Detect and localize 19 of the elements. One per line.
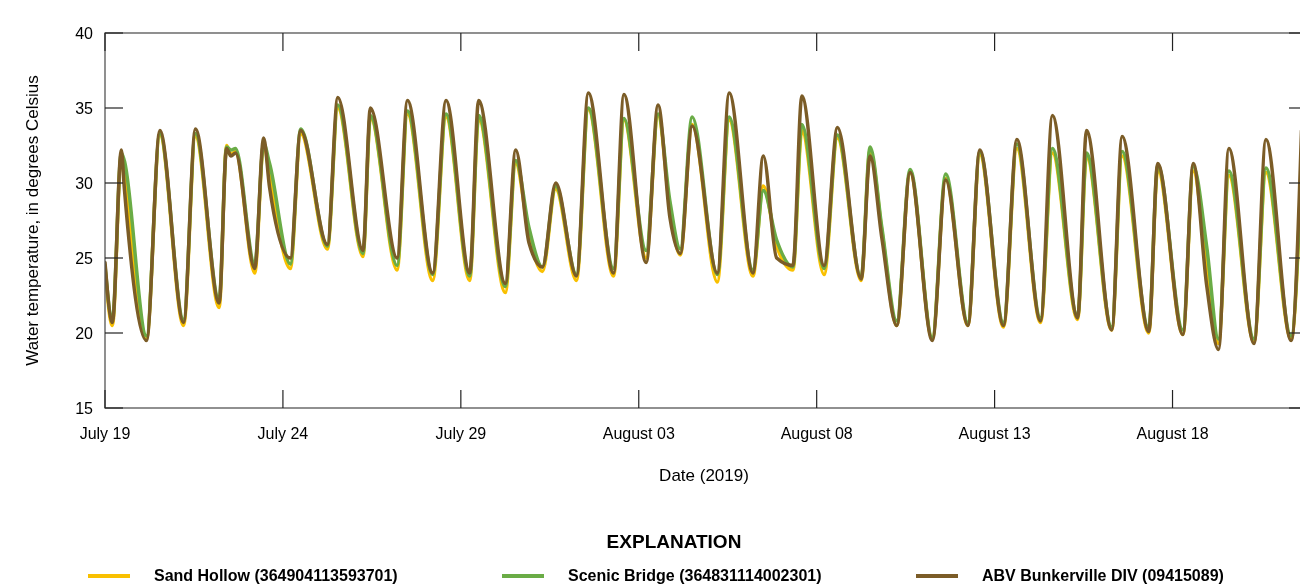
y-tick-label: 20 bbox=[75, 324, 94, 342]
x-axis-title: Date (2019) bbox=[659, 466, 749, 485]
legend-label: ABV Bunkerville DIV (09415089) bbox=[982, 567, 1224, 584]
x-tick-label: August 13 bbox=[958, 425, 1031, 442]
y-tick-label: 15 bbox=[75, 399, 94, 417]
y-axis-title: Water temperature, in degrees Celsius bbox=[23, 75, 42, 366]
legend-label: Scenic Bridge (364831114002301) bbox=[568, 567, 822, 584]
x-tick-label: August 18 bbox=[1136, 425, 1209, 442]
x-tick-label: July 19 bbox=[79, 425, 131, 442]
x-tick-label: July 24 bbox=[257, 425, 309, 442]
legend-label: Sand Hollow (364904113593701) bbox=[154, 567, 398, 584]
x-tick-label: July 29 bbox=[435, 425, 487, 442]
y-tick-label: 40 bbox=[75, 24, 94, 42]
legend-title: EXPLANATION bbox=[606, 531, 742, 552]
x-tick-label: August 03 bbox=[602, 425, 675, 442]
x-tick-label: August 08 bbox=[780, 425, 853, 442]
y-tick-label: 35 bbox=[75, 99, 94, 117]
y-tick-label: 25 bbox=[75, 249, 94, 267]
y-tick-label: 30 bbox=[75, 174, 94, 192]
